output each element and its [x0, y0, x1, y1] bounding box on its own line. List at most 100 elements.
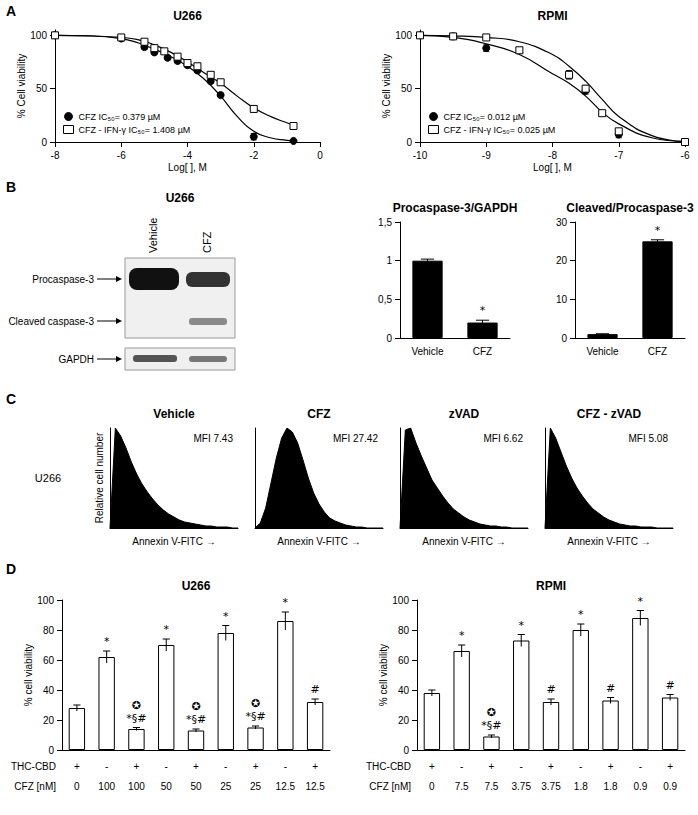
svg-text:Annexin V-FITC →: Annexin V-FITC → [567, 536, 650, 547]
svg-text:7.5: 7.5 [455, 781, 469, 792]
svg-text:-: - [460, 761, 463, 772]
svg-text:0: 0 [41, 137, 47, 148]
svg-text:+: + [312, 761, 318, 772]
svg-text:CFZ [nM]: CFZ [nM] [14, 781, 56, 792]
svg-text:+: + [548, 761, 554, 772]
svg-text:*: * [104, 635, 110, 648]
svg-text:+: + [489, 761, 495, 772]
svg-text:20: 20 [556, 255, 568, 266]
svg-text:12.5: 12.5 [305, 781, 325, 792]
svg-text:0: 0 [74, 781, 80, 792]
svg-text:*: * [578, 608, 584, 621]
svg-text:80: 80 [398, 625, 410, 636]
svg-text:60: 60 [398, 655, 410, 666]
svg-text:+: + [429, 761, 435, 772]
svg-text:Annexin V-FITC →: Annexin V-FITC → [422, 536, 505, 547]
svg-text:THC-CBD: THC-CBD [366, 761, 411, 772]
svg-text:C: C [6, 391, 16, 407]
svg-text:60: 60 [43, 655, 55, 666]
svg-text:RPMI: RPMI [536, 579, 566, 593]
svg-text:-2: -2 [249, 150, 258, 161]
svg-text:1: 1 [386, 255, 392, 266]
svg-text:-10: -10 [413, 150, 428, 161]
svg-text:50: 50 [401, 83, 413, 94]
svg-text:MFI 6.62: MFI 6.62 [484, 433, 524, 444]
svg-text:Cleaved/Procaspase-3: Cleaved/Procaspase-3 [566, 201, 694, 215]
svg-text:*§#: *§# [186, 713, 206, 726]
svg-text:Relative cell number: Relative cell number [94, 432, 105, 523]
svg-text:-: - [520, 761, 523, 772]
svg-text:100: 100 [98, 781, 115, 792]
svg-text:40: 40 [43, 685, 55, 696]
svg-text:100: 100 [37, 595, 54, 606]
svg-text:12.5: 12.5 [276, 781, 296, 792]
svg-text:0.9: 0.9 [663, 781, 677, 792]
svg-text:MFI 5.08: MFI 5.08 [629, 433, 669, 444]
svg-text:0: 0 [406, 137, 412, 148]
svg-text:*: * [283, 596, 289, 609]
svg-text:20: 20 [398, 715, 410, 726]
svg-text:10: 10 [556, 294, 568, 305]
svg-text:0,5: 0,5 [378, 294, 392, 305]
svg-text:#: # [311, 683, 320, 696]
svg-text:U266: U266 [182, 579, 211, 593]
svg-text:+: + [193, 761, 199, 772]
svg-text:-6: -6 [681, 150, 690, 161]
svg-text:% Cell viability: % Cell viability [381, 54, 392, 118]
svg-text:#: # [546, 683, 555, 696]
svg-text:CFZ: CFZ [201, 231, 213, 253]
svg-text:3.75: 3.75 [541, 781, 561, 792]
svg-text:-4: -4 [183, 150, 192, 161]
svg-text:40: 40 [398, 685, 410, 696]
svg-text:Vehicle: Vehicle [147, 218, 159, 253]
svg-text:-: - [579, 761, 582, 772]
svg-text:50: 50 [161, 781, 173, 792]
svg-text:7.5: 7.5 [484, 781, 498, 792]
svg-text:+: + [608, 761, 614, 772]
svg-text:-9: -9 [482, 150, 491, 161]
svg-text:100: 100 [392, 595, 409, 606]
svg-text:0.9: 0.9 [633, 781, 647, 792]
svg-text:Vehicle: Vehicle [411, 346, 444, 357]
svg-text:✪: ✪ [487, 706, 496, 719]
svg-text:100: 100 [30, 30, 47, 41]
svg-text:3.75: 3.75 [511, 781, 531, 792]
svg-text:RPMI: RPMI [538, 9, 568, 23]
svg-text:U266: U266 [166, 191, 195, 205]
svg-text:+: + [134, 761, 140, 772]
svg-text:+: + [74, 761, 80, 772]
svg-text:-7: -7 [614, 150, 623, 161]
svg-text:Log[ ], M: Log[ ], M [168, 162, 207, 173]
svg-text:-: - [224, 761, 227, 772]
svg-text:GAPDH: GAPDH [58, 354, 94, 365]
svg-text:*§#: *§# [245, 710, 265, 723]
svg-text:MFI 7.43: MFI 7.43 [194, 433, 234, 444]
svg-text:+: + [253, 761, 259, 772]
svg-text:CFZ IC₅₀= 0.379 µM: CFZ IC₅₀= 0.379 µM [79, 112, 161, 122]
svg-text:Procaspase-3/GAPDH: Procaspase-3/GAPDH [393, 201, 518, 215]
svg-text:20: 20 [43, 715, 55, 726]
svg-text:% cell viability: % cell viability [378, 644, 389, 706]
svg-text:U266: U266 [35, 472, 61, 484]
svg-text:25: 25 [250, 781, 262, 792]
svg-text:Log[ ], M: Log[ ], M [533, 162, 572, 173]
svg-text:#: # [666, 679, 675, 692]
svg-text:0: 0 [403, 745, 409, 756]
svg-text:Annexin V-FITC →: Annexin V-FITC → [132, 536, 215, 547]
svg-text:1.8: 1.8 [574, 781, 588, 792]
svg-text:✪: ✪ [191, 700, 200, 713]
svg-text:CFZ - zVAD: CFZ - zVAD [577, 407, 642, 421]
svg-text:-: - [105, 761, 108, 772]
svg-text:% Cell viability: % Cell viability [16, 54, 27, 118]
svg-text:CFZ [nM]: CFZ [nM] [369, 781, 411, 792]
svg-text:Procaspase-3: Procaspase-3 [32, 274, 94, 285]
svg-text:*§#: *§# [126, 712, 146, 725]
svg-text:#: # [606, 682, 615, 695]
svg-text:Annexin V-FITC →: Annexin V-FITC → [277, 536, 360, 547]
svg-text:THC-CBD: THC-CBD [11, 761, 56, 772]
svg-text:80: 80 [43, 625, 55, 636]
svg-text:*: * [638, 595, 644, 608]
svg-text:50: 50 [190, 781, 202, 792]
svg-text:-: - [165, 761, 168, 772]
svg-text:MFI 27.42: MFI 27.42 [333, 433, 378, 444]
